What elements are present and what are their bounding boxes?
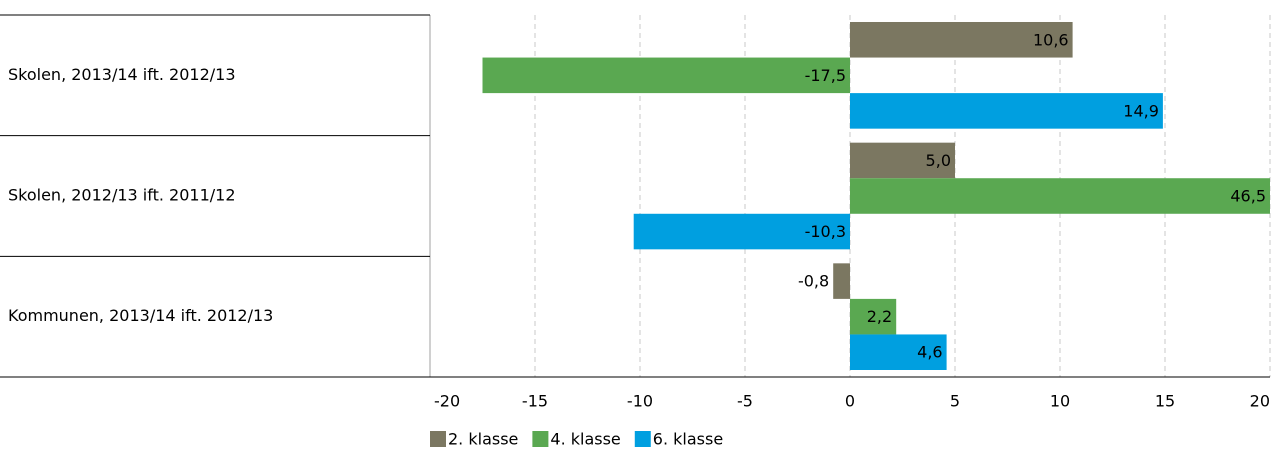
bar [633, 213, 850, 250]
x-tick-label: 5 [950, 392, 960, 411]
x-tick-label: 15 [1155, 392, 1175, 411]
legend-swatch [430, 431, 446, 447]
x-tick-label: 10 [1050, 392, 1070, 411]
x-tick-label: -20 [434, 392, 460, 411]
bar [850, 22, 1073, 58]
legend-label: 6. klasse [653, 430, 723, 449]
category-label: Kommunen, 2013/14 ift. 2012/13 [8, 306, 273, 325]
category-label: Skolen, 2012/13 ift. 2011/12 [8, 186, 236, 205]
category-label: Skolen, 2013/14 ift. 2012/13 [8, 65, 236, 84]
value-label: 46,5 [1230, 187, 1266, 206]
legend-swatch [634, 431, 651, 447]
value-label: 5,0 [926, 151, 951, 170]
bar [850, 334, 947, 370]
value-label: 4,6 [917, 343, 942, 362]
value-label: -0,8 [798, 272, 829, 291]
legend-swatch [532, 431, 549, 447]
x-tick-label: -15 [522, 392, 548, 411]
value-label: 2,2 [867, 307, 892, 326]
legend-label: 4. klasse [550, 430, 620, 449]
x-tick-label: -5 [737, 392, 753, 411]
bar [850, 178, 1270, 214]
bar [850, 298, 897, 335]
x-tick-label: -10 [627, 392, 653, 411]
value-label: 14,9 [1123, 101, 1159, 120]
bar [850, 93, 1163, 129]
value-label: 10,6 [1033, 30, 1069, 49]
bar [850, 142, 955, 179]
legend-label: 2. klasse [448, 430, 518, 449]
x-tick-label: 0 [845, 392, 855, 411]
bar [833, 263, 850, 299]
x-tick-label: 20 [1250, 392, 1270, 411]
bar [482, 57, 850, 94]
value-label: -17,5 [805, 66, 846, 85]
value-label: -10,3 [805, 222, 846, 241]
